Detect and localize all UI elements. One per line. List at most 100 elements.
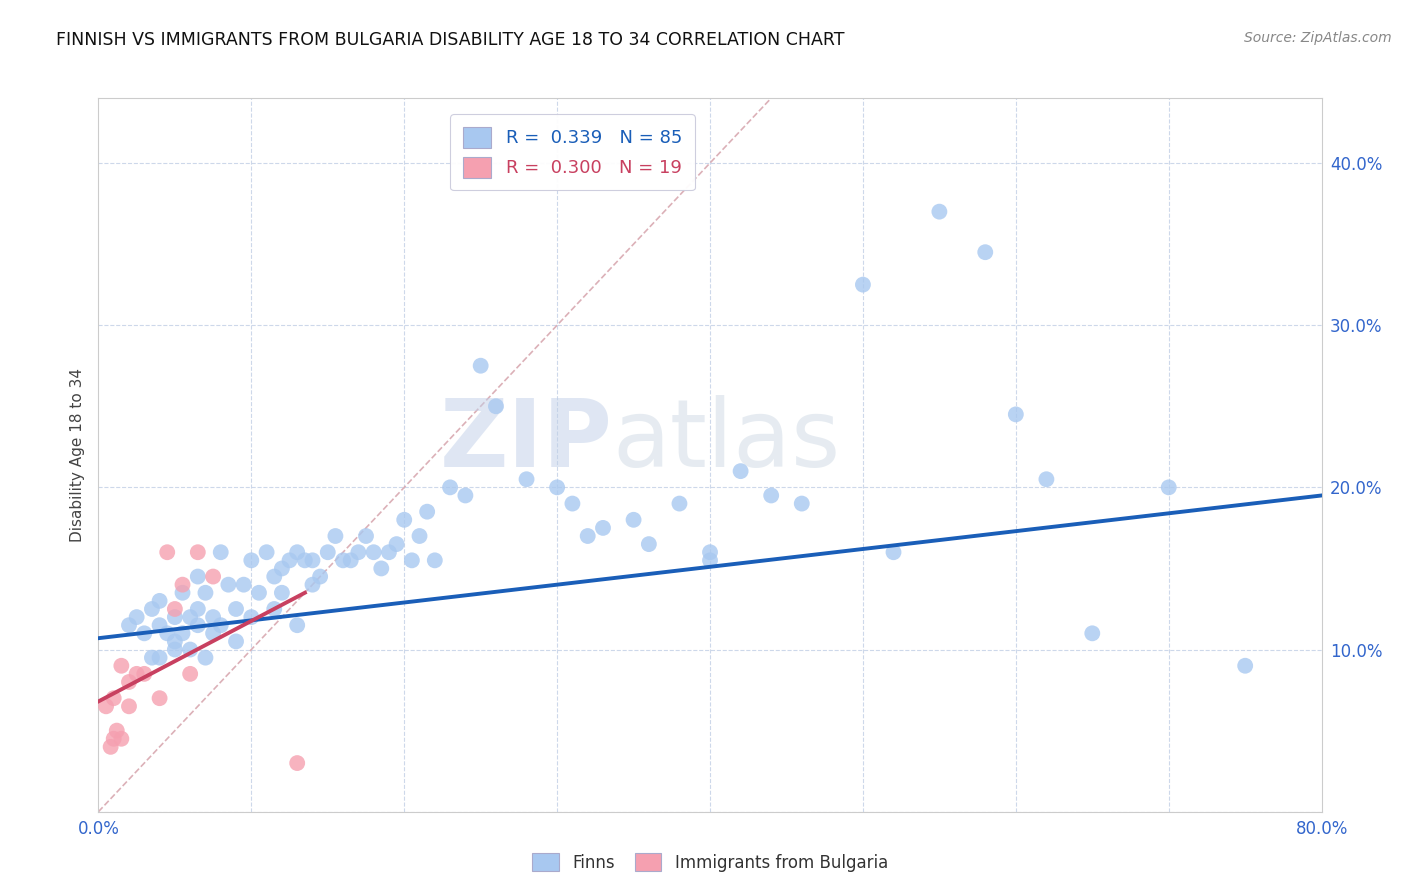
Point [263,602,285,616]
Point [852,277,875,292]
Point [110,658,132,673]
Point [194,586,217,600]
Point [149,594,172,608]
Point [1081,626,1104,640]
Point [928,204,950,219]
Point [187,569,209,583]
Point [699,553,721,567]
Point [759,488,782,502]
Point [270,586,292,600]
Point [100,739,122,754]
Point [163,642,186,657]
Point [110,731,132,746]
Point [247,586,270,600]
Point [256,545,278,559]
Point [141,650,163,665]
Point [385,537,408,551]
Point [285,756,308,770]
Point [118,675,141,690]
Point [1035,472,1057,486]
Point [134,666,156,681]
Point [187,602,209,616]
Point [576,529,599,543]
Point [309,569,332,583]
Point [225,602,247,616]
Point [149,691,172,706]
Text: ZIP: ZIP [439,394,612,487]
Point [592,521,614,535]
Point [439,480,461,494]
Point [699,545,721,559]
Point [103,691,125,706]
Point [354,529,377,543]
Point [423,553,446,567]
Point [263,569,285,583]
Point [125,610,148,624]
Point [202,626,225,640]
Point [270,561,292,575]
Point [294,553,316,567]
Point [454,488,477,502]
Legend: Finns, Immigrants from Bulgaria: Finns, Immigrants from Bulgaria [526,847,894,879]
Point [546,480,568,494]
Point [105,723,128,738]
Point [363,545,385,559]
Point [561,497,583,511]
Point [370,561,392,575]
Point [217,577,239,591]
Point [187,545,209,559]
Point [134,626,156,640]
Point [401,553,423,567]
Point [94,699,117,714]
Point [118,618,141,632]
Point [163,602,186,616]
Point [301,553,323,567]
Point [209,545,232,559]
Text: atlas: atlas [612,394,841,487]
Point [347,545,370,559]
Point [285,545,308,559]
Point [278,553,301,567]
Point [194,650,217,665]
Point [163,610,186,624]
Point [332,553,354,567]
Point [149,650,172,665]
Point [668,497,690,511]
Point [225,634,247,648]
Point [285,618,308,632]
Point [149,618,172,632]
Point [172,586,194,600]
Point [202,610,225,624]
Point [325,529,347,543]
Point [883,545,905,559]
Point [623,513,645,527]
Point [790,497,813,511]
Point [240,553,263,567]
Point [156,545,179,559]
Point [378,545,401,559]
Point [730,464,752,478]
Point [240,610,263,624]
Point [209,618,232,632]
Point [141,602,163,616]
Point [316,545,339,559]
Point [125,666,148,681]
Point [179,610,201,624]
Text: Source: ZipAtlas.com: Source: ZipAtlas.com [1244,31,1392,45]
Point [187,618,209,632]
Point [179,666,201,681]
Point [392,513,416,527]
Point [172,626,194,640]
Point [1004,408,1026,422]
Text: FINNISH VS IMMIGRANTS FROM BULGARIA DISABILITY AGE 18 TO 34 CORRELATION CHART: FINNISH VS IMMIGRANTS FROM BULGARIA DISA… [56,31,845,49]
Point [172,577,194,591]
Point [485,399,508,413]
Point [974,245,997,260]
Point [202,569,225,583]
Point [516,472,538,486]
Point [163,634,186,648]
Point [637,537,661,551]
Point [408,529,430,543]
Point [103,731,125,746]
Point [179,642,201,657]
